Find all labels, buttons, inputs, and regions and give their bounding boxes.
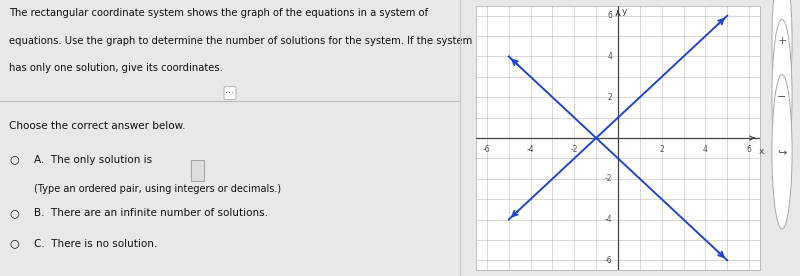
Circle shape — [772, 75, 792, 229]
Text: A.  The only solution is: A. The only solution is — [34, 155, 153, 164]
Text: 2: 2 — [659, 145, 664, 154]
Text: 2: 2 — [608, 93, 613, 102]
Text: -2: -2 — [605, 174, 613, 183]
Text: 6: 6 — [746, 145, 751, 154]
Text: (Type an ordered pair, using integers or decimals.): (Type an ordered pair, using integers or… — [34, 184, 282, 193]
Text: -6: -6 — [483, 145, 490, 154]
Text: has only one solution, give its coordinates.: has only one solution, give its coordina… — [10, 63, 223, 73]
Text: 4: 4 — [703, 145, 708, 154]
Text: -4: -4 — [605, 215, 613, 224]
Circle shape — [772, 0, 792, 119]
Text: ···: ··· — [226, 88, 234, 98]
Circle shape — [772, 19, 792, 174]
FancyBboxPatch shape — [191, 160, 204, 181]
Text: The rectangular coordinate system shows the graph of the equations in a system o: The rectangular coordinate system shows … — [10, 8, 428, 18]
Text: 4: 4 — [608, 52, 613, 61]
Text: ↪: ↪ — [778, 147, 786, 157]
Text: 6: 6 — [608, 11, 613, 20]
Text: -2: -2 — [570, 145, 578, 154]
Text: B.  There are an infinite number of solutions.: B. There are an infinite number of solut… — [34, 208, 269, 218]
Text: ○: ○ — [10, 208, 19, 218]
Text: y: y — [622, 7, 626, 15]
Text: -6: -6 — [605, 256, 613, 265]
Text: +: + — [778, 36, 786, 46]
Text: ○: ○ — [10, 155, 19, 164]
Text: ○: ○ — [10, 239, 19, 249]
Text: equations. Use the graph to determine the number of solutions for the system. If: equations. Use the graph to determine th… — [10, 36, 473, 46]
Text: Choose the correct answer below.: Choose the correct answer below. — [10, 121, 186, 131]
Text: -4: -4 — [527, 145, 534, 154]
Text: C.  There is no solution.: C. There is no solution. — [34, 239, 158, 249]
Text: x: x — [759, 147, 764, 156]
Text: −: − — [778, 92, 786, 102]
